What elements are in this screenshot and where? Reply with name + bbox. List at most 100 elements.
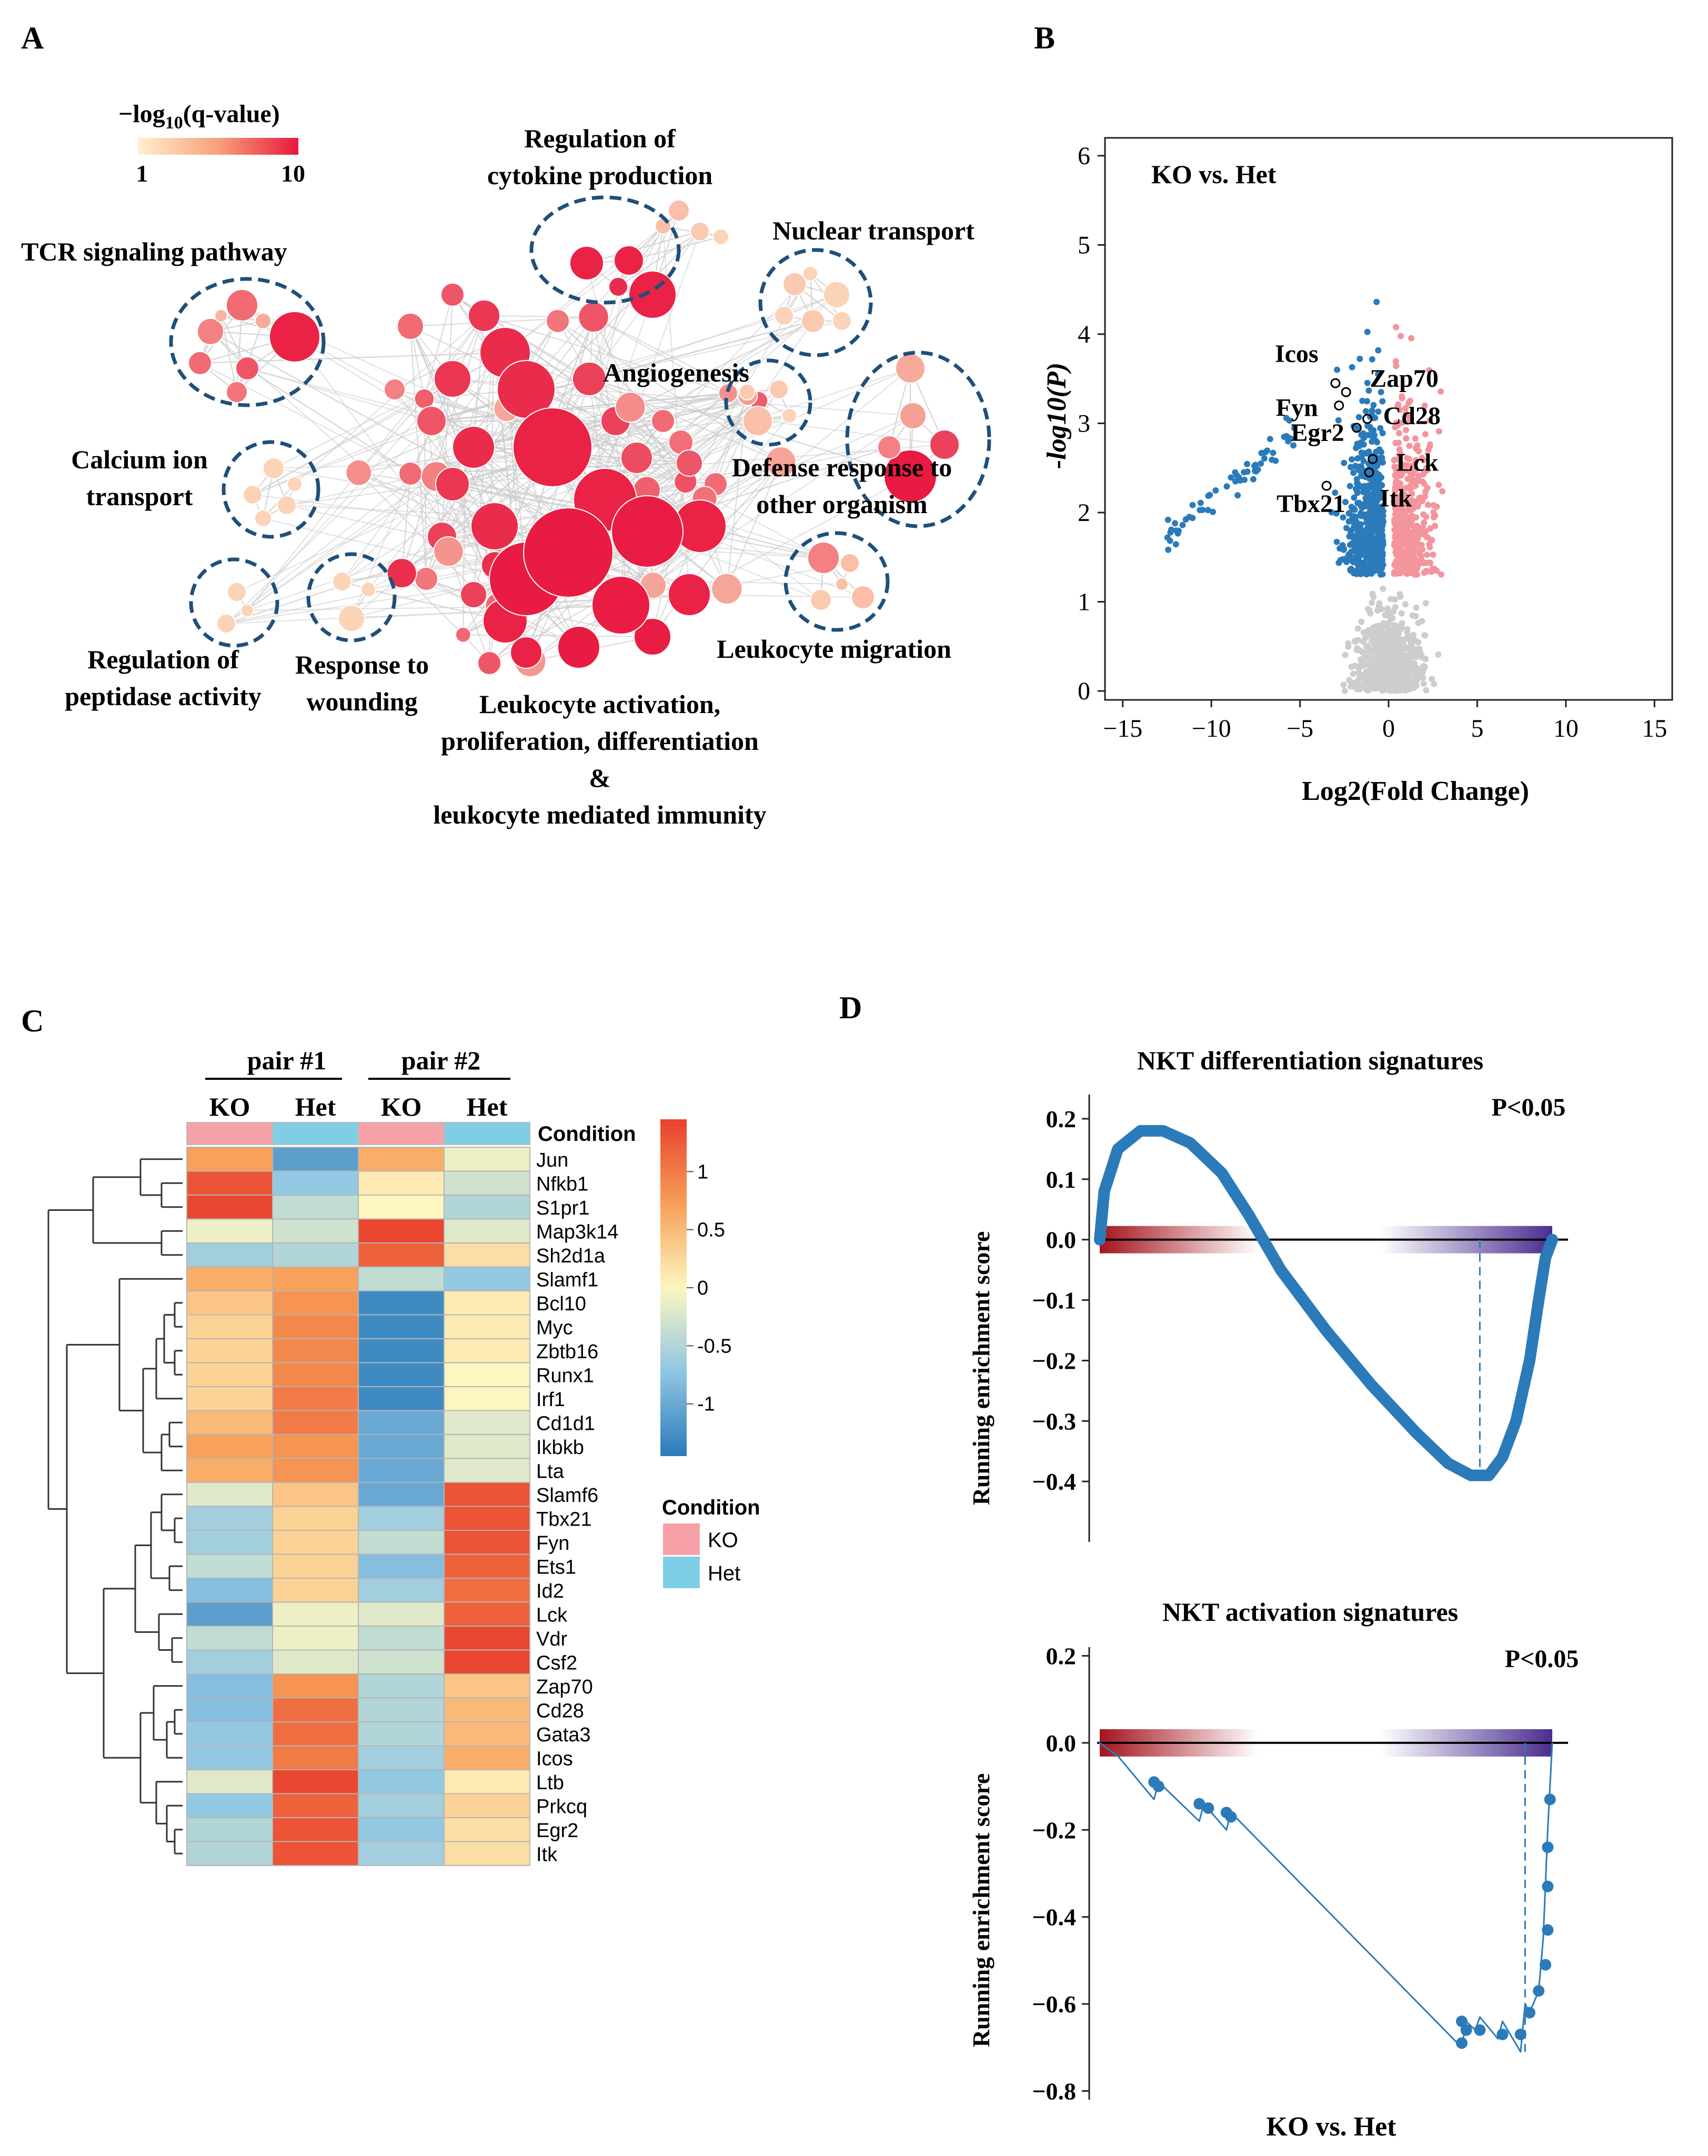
volcano-point-ns <box>1399 656 1405 663</box>
heatmap-row-label: Bcl10 <box>536 1293 586 1315</box>
cluster-label-angio: Angiogenesis <box>603 358 749 387</box>
volcano-point-down <box>1359 531 1365 538</box>
volcano-gene-marker <box>1321 480 1332 491</box>
volcano-gene-label: Lck <box>1396 448 1439 476</box>
volcano-point-down <box>1335 417 1342 424</box>
gsea-y-tick-label: 0.0 <box>1046 1227 1077 1254</box>
network-node-tcr <box>226 289 258 322</box>
volcano-point-up <box>1395 430 1402 437</box>
volcano-point-up <box>1438 571 1444 578</box>
network-node-angio <box>781 408 797 424</box>
network-node-defense <box>895 353 926 384</box>
heatmap-cell <box>444 1673 530 1699</box>
cluster-label-wounding: wounding <box>306 687 417 716</box>
heatmap-cell <box>444 1410 530 1435</box>
heatmap-column-label: Het <box>295 1092 336 1121</box>
cluster-label-activation: proliferation, differentiation <box>441 726 759 756</box>
volcano-point-down <box>1234 492 1241 499</box>
heatmap-cell <box>444 1578 530 1603</box>
gsea-point <box>1542 1841 1554 1853</box>
volcano-point-up <box>1391 464 1398 470</box>
volcano-point-up <box>1421 402 1428 409</box>
volcano-point-ns <box>1379 671 1386 678</box>
volcano-point-up <box>1413 523 1420 529</box>
volcano-point-ns <box>1409 612 1416 619</box>
volcano-point-down <box>1228 474 1234 481</box>
network-edge <box>341 447 553 582</box>
heatmap-cell <box>444 1649 530 1674</box>
volcano-point-up <box>1411 571 1418 578</box>
volcano-point-down <box>1374 495 1381 502</box>
heatmap-cell <box>186 1769 273 1794</box>
network-edge <box>484 315 594 318</box>
heatmap-cell <box>272 1649 359 1674</box>
volcano-point-ns <box>1435 651 1442 658</box>
volcano-point-ns <box>1392 604 1399 610</box>
heatmap-cell <box>186 1338 273 1363</box>
volcano-point-ns <box>1380 585 1387 592</box>
network-node <box>452 426 495 469</box>
network-node-calcium <box>243 485 263 505</box>
volcano-point-down <box>1244 460 1250 467</box>
volcano-point-up <box>1395 401 1402 408</box>
volcano-point-ns <box>1400 638 1407 645</box>
network-edge <box>341 352 506 582</box>
heatmap-cell <box>186 1147 273 1172</box>
heatmap-cell <box>358 1578 445 1603</box>
volcano-y-tick-label: 0 <box>1078 677 1090 705</box>
heatmap-cell <box>358 1817 445 1842</box>
volcano-point-ns <box>1377 654 1384 661</box>
heatmap-cell <box>186 1697 273 1722</box>
heatmap-cell <box>358 1242 445 1268</box>
heatmap-cell <box>358 1266 445 1291</box>
heatmap-cell <box>444 1626 530 1651</box>
volcano-point-up <box>1416 477 1423 484</box>
heatmap-cell <box>186 1841 273 1866</box>
heatmap-cell <box>272 1601 359 1627</box>
cluster-labels: TCR signaling pathway Regulation of cytoki… <box>21 124 974 829</box>
volcano-point-down <box>1172 520 1178 527</box>
volcano-point-up <box>1409 476 1416 483</box>
gsea-y-tick-label: −0.2 <box>1032 1347 1076 1374</box>
network-node <box>578 301 609 333</box>
network-edge <box>586 231 700 264</box>
heatmap-cell <box>186 1601 273 1627</box>
heatmap-cell <box>272 1147 359 1172</box>
volcano-point-ns <box>1410 676 1416 683</box>
network-node <box>611 495 684 568</box>
volcano-point-down <box>1361 512 1368 518</box>
network-node <box>546 309 570 333</box>
volcano-point-ns <box>1363 686 1369 693</box>
volcano-point-down <box>1347 550 1353 557</box>
volcano-point-ns <box>1387 613 1393 620</box>
volcano-point-up <box>1392 484 1399 490</box>
network-node-peptidase <box>227 582 247 602</box>
volcano-point-down <box>1349 540 1355 547</box>
network-node <box>397 313 424 340</box>
heatmap-cell <box>272 1314 359 1339</box>
volcano-point-down <box>1332 489 1339 496</box>
network-node-angio <box>769 379 789 399</box>
volcano-point-up <box>1393 509 1400 516</box>
volcano-point-down <box>1373 544 1380 551</box>
heatmap-cell <box>272 1170 359 1196</box>
cluster-label-defense: other organism <box>756 489 927 519</box>
network-node <box>434 360 471 398</box>
gsea-point <box>1496 2028 1509 2040</box>
cluster-label-cytokine: Regulation of <box>524 124 676 153</box>
heatmap-row-label: Cd28 <box>536 1700 584 1722</box>
volcano-point-ns <box>1340 681 1347 688</box>
volcano-point-ns <box>1348 664 1355 670</box>
volcano-gene-label: Egr2 <box>1291 419 1344 447</box>
volcano-point-up <box>1412 435 1419 442</box>
volcano-point-up <box>1432 512 1439 519</box>
network-node-nuclear <box>832 311 852 331</box>
heatmap-colorbar-ticks: 1 0.5 0 -0.5 -1 <box>687 1161 731 1416</box>
heatmap-row-label: Nfkb1 <box>536 1173 588 1195</box>
network-node-calcium <box>287 476 303 492</box>
gsea2-title: NKT activation signatures <box>1162 1597 1458 1627</box>
cluster-outline-migration <box>783 531 890 632</box>
heatmap-cell <box>186 1170 273 1196</box>
heatmap-row-label: Csf2 <box>536 1652 577 1674</box>
